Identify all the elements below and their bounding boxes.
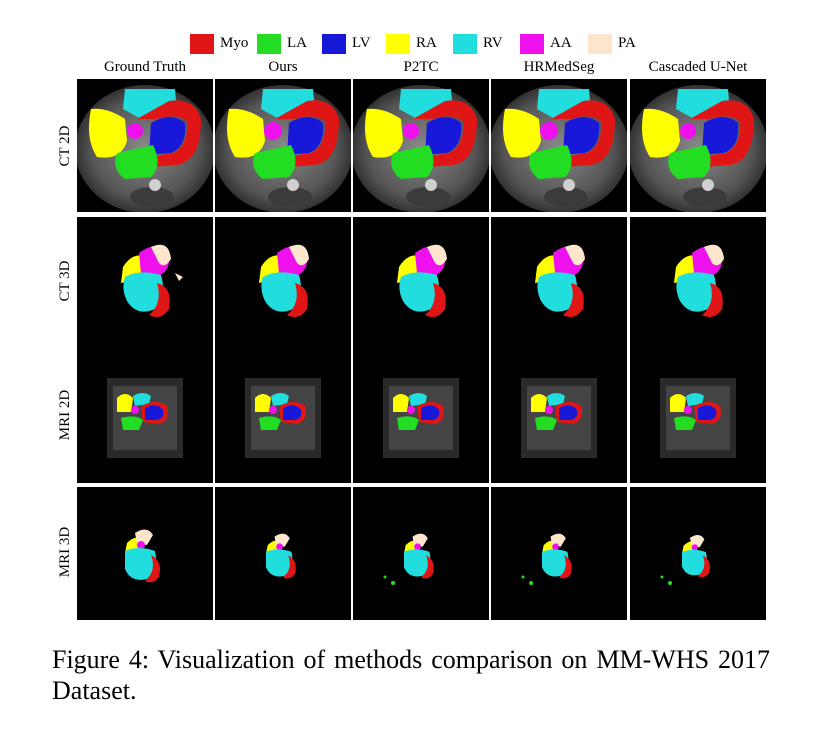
segmentation-image (259, 244, 309, 317)
panel-ct-3d-p2tc (353, 217, 489, 350)
segmentation-image (535, 244, 585, 317)
figure-caption: Figure 4: Visualization of methods compa… (52, 645, 770, 705)
column-header-p2tc: P2TC (403, 59, 439, 75)
row-label-mri-2d: MRI 2D (57, 389, 73, 441)
legend-label: RA (416, 35, 437, 51)
legend-label: AA (550, 35, 572, 51)
segmentation-image (125, 529, 160, 583)
panel-mri-2d-ours (215, 350, 351, 483)
segmentation-image (383, 378, 459, 458)
segmentation-image (77, 85, 213, 212)
column-header-ours: Ours (268, 59, 298, 75)
segmentation-image (674, 244, 724, 317)
legend-swatch-rv (453, 34, 477, 54)
segmentation-image (121, 244, 183, 317)
panel-mri-2d-ground-truth (77, 350, 213, 483)
segmentation-image (266, 533, 296, 579)
panel-mri-3d-hrmedseg (491, 487, 627, 620)
panel-ct-2d-ground-truth (77, 79, 213, 212)
panel-ct-2d-ours (215, 79, 351, 212)
segmentation-image (521, 533, 572, 585)
legend-swatch-pa (588, 34, 612, 54)
row-label-mri-3d: MRI 3D (57, 526, 73, 578)
column-header-cascaded-unet: Cascaded U-Net (648, 59, 748, 75)
row-label-ct-2d: CT 2D (57, 125, 73, 167)
segmentation-image (397, 244, 447, 317)
segmentation-image (215, 85, 351, 212)
panel-ct-2d-p2tc (353, 79, 489, 212)
column-header-hrmedseg: HRMedSeg (523, 59, 595, 75)
panel-ct-3d-ground-truth (77, 217, 213, 350)
panel-mri-3d-cascaded-unet (630, 487, 766, 620)
segmentation-image (245, 378, 321, 458)
segmentation-image (491, 85, 627, 212)
row-label-ct-3d: CT 3D (57, 260, 73, 302)
segmentation-image (521, 378, 597, 458)
segmentation-image (353, 85, 489, 212)
segmentation-image (660, 534, 710, 585)
panel-mri-3d-ours (215, 487, 351, 620)
legend-swatch-aa (520, 34, 544, 54)
legend-label: LV (352, 35, 371, 51)
legend-swatch-ra (386, 34, 410, 54)
segmentation-image (383, 533, 434, 585)
panel-ct-2d-cascaded-unet (630, 79, 766, 212)
panel-ct-3d-ours (215, 217, 351, 350)
legend-label: Myo (220, 35, 249, 51)
panel-mri-2d-hrmedseg (491, 350, 627, 483)
segmentation-image (630, 85, 766, 212)
panel-mri-2d-cascaded-unet (630, 350, 766, 483)
legend-swatch-lv (322, 34, 346, 54)
segmentation-image (660, 378, 736, 458)
legend-swatch-la (257, 34, 281, 54)
panel-mri-2d-p2tc (353, 350, 489, 483)
panel-ct-3d-cascaded-unet (630, 217, 766, 350)
legend-label: LA (287, 35, 307, 51)
panel-ct-2d-hrmedseg (491, 79, 627, 212)
panel-mri-3d-p2tc (353, 487, 489, 620)
legend-swatch-myo (190, 34, 214, 54)
panel-ct-3d-hrmedseg (491, 217, 627, 350)
legend-label: PA (618, 35, 636, 51)
panel-mri-3d-ground-truth (77, 487, 213, 620)
segmentation-image (107, 378, 183, 458)
legend-label: RV (483, 35, 503, 51)
column-header-ground-truth: Ground Truth (103, 59, 187, 75)
